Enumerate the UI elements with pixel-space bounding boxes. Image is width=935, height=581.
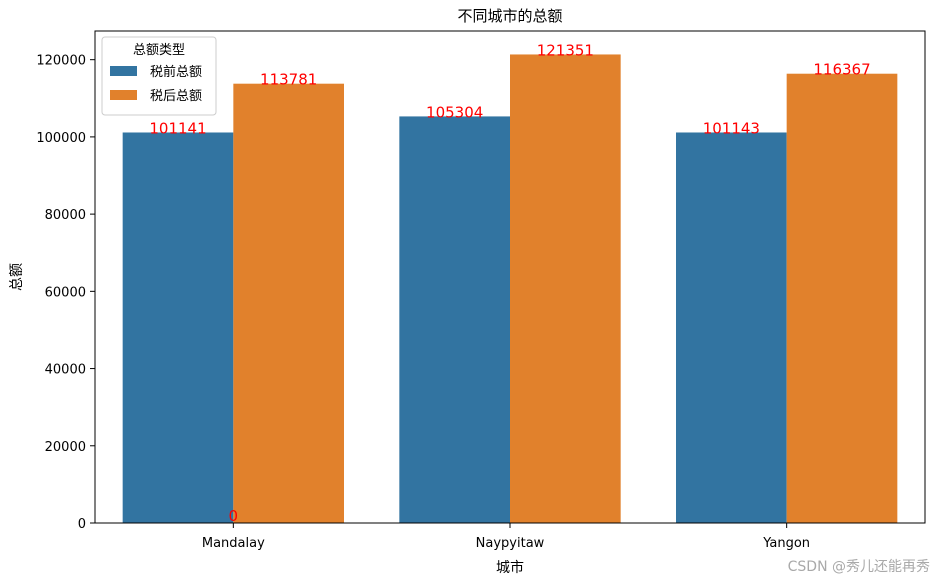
y-axis: 0 20000 40000 60000 80000 100000 120000 xyxy=(36,54,95,532)
chart-title: 不同城市的总额 xyxy=(457,7,562,25)
y-axis-title: 总额 xyxy=(9,263,25,291)
bar-mandalay-series-1 xyxy=(233,83,344,523)
bar-mandalay-series-0 xyxy=(122,132,234,523)
y-tick-label: 80000 xyxy=(45,208,86,223)
data-labels-layer: 101141 105304 101143 113781 121351 116367 0 xyxy=(149,41,870,525)
y-tick-label: 120000 xyxy=(36,54,86,69)
y-tick-label: 60000 xyxy=(45,285,86,300)
x-axis: Mandalay Naypyitaw Yangon xyxy=(202,523,810,551)
legend-swatch xyxy=(110,90,137,100)
data-label: 113781 xyxy=(260,71,317,89)
y-tick-label: 100000 xyxy=(36,131,86,146)
data-label-extra: 0 xyxy=(229,507,239,525)
data-label: 101143 xyxy=(703,119,760,137)
bar-yangon-series-0 xyxy=(676,132,787,523)
bar-naypyitaw-series-1 xyxy=(510,54,621,523)
watermark: CSDN @秀儿还能再秀 xyxy=(788,559,930,575)
x-tick-label: Naypyitaw xyxy=(476,536,545,551)
legend-swatch xyxy=(110,66,137,76)
x-tick-label: Yangon xyxy=(762,536,810,551)
x-axis-title: 城市 xyxy=(496,559,524,576)
y-tick-label: 0 xyxy=(78,517,86,532)
data-label: 101141 xyxy=(149,119,206,137)
data-label: 121351 xyxy=(537,41,594,59)
data-label: 105304 xyxy=(426,103,483,121)
y-tick-label: 40000 xyxy=(45,363,86,378)
bars-layer xyxy=(122,54,898,524)
legend-label: 税后总额 xyxy=(150,89,202,104)
bar-yangon-series-1 xyxy=(786,73,898,524)
bar-naypyitaw-series-0 xyxy=(399,116,510,523)
data-label: 116367 xyxy=(813,61,870,79)
x-tick-label: Mandalay xyxy=(202,536,265,551)
y-tick-label: 20000 xyxy=(45,440,86,455)
legend-label: 税前总额 xyxy=(150,64,202,80)
legend-title: 总额类型 xyxy=(133,43,185,58)
